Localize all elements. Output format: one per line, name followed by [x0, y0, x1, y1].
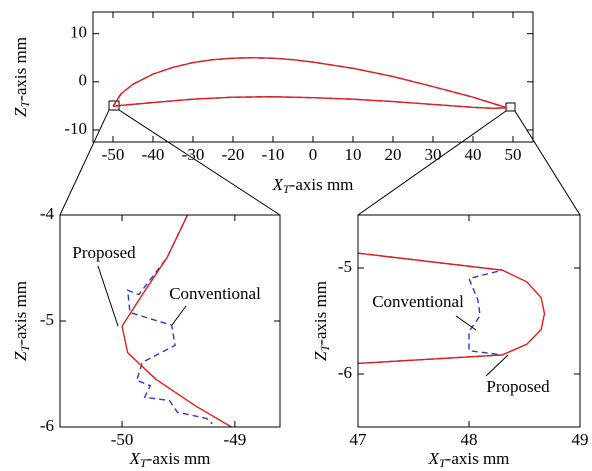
axis-label-text: -axis mm	[147, 449, 211, 468]
y-tick-label: 0	[79, 71, 88, 90]
x-tick-label: -50	[102, 145, 125, 164]
y-tick-label: -6	[40, 416, 54, 435]
x-tick-label: 20	[385, 145, 402, 164]
axis-label-subscript: T	[318, 343, 332, 351]
data-line	[112, 57, 508, 110]
data-line	[126, 215, 213, 425]
axis-label-text: -axis mm	[290, 175, 354, 194]
zoom-connector	[59, 109, 110, 216]
axis-label: ZT-axis mm	[11, 37, 32, 117]
annotation-leader	[171, 305, 187, 326]
zoom-connector	[357, 110, 507, 216]
axis-label-subscript: T	[283, 182, 291, 196]
annotation-leader	[485, 354, 509, 377]
axis-label-symbol: X	[428, 449, 440, 468]
x-tick-label: 47	[350, 430, 368, 449]
zoom-box	[505, 102, 516, 112]
x-tick-label: 49	[572, 430, 589, 449]
axis-label: ZT-axis mm	[311, 281, 332, 361]
axis-label-subscript: T	[439, 456, 447, 470]
plot-frame	[59, 214, 281, 428]
axis-label-text: -axis mm	[311, 281, 330, 345]
axis-label-subscript: T	[18, 343, 32, 351]
x-tick-label: 48	[461, 430, 478, 449]
axis-label-subscript: T	[140, 456, 148, 470]
axis-label-text: -axis mm	[446, 449, 510, 468]
axis-label: XT-axis mm	[129, 449, 211, 470]
annotation: Proposed	[72, 243, 136, 262]
x-tick-label: -50	[111, 430, 134, 449]
x-tick-label: 50	[505, 145, 522, 164]
x-tick-label: 30	[425, 145, 442, 164]
plot-frame	[92, 11, 534, 143]
y-tick-label: -10	[64, 119, 87, 138]
annotation-leader	[455, 315, 477, 331]
annotation: Proposed	[486, 377, 550, 396]
data-line	[121, 215, 232, 427]
x-tick-label: -10	[262, 145, 285, 164]
axis-label-symbol: X	[272, 175, 284, 194]
axis-label-symbol: Z	[11, 107, 30, 117]
axis-label-symbol: Z	[311, 351, 330, 361]
axis-label-subscript: T	[18, 99, 32, 107]
data-line	[358, 252, 546, 365]
y-tick-label: -4	[40, 204, 55, 223]
annotation: Conventional	[169, 284, 261, 303]
y-tick-label: -6	[338, 363, 352, 382]
zoom-connector	[118, 109, 281, 216]
x-tick-label: 0	[309, 145, 318, 164]
y-tick-label: 10	[70, 23, 87, 42]
x-tick-label: -40	[142, 145, 165, 164]
zoom-markers	[59, 100, 581, 216]
zoom-connector	[514, 110, 581, 216]
axis-label: XT-axis mm	[272, 175, 354, 196]
x-tick-label: -20	[222, 145, 245, 164]
axis-label-text: -axis mm	[11, 37, 30, 101]
x-tick-label: 10	[345, 145, 362, 164]
axis-label: XT-axis mm	[428, 449, 510, 470]
plot-frame	[357, 214, 581, 428]
y-tick-label: -5	[40, 310, 54, 329]
axis-label: ZT-axis mm	[11, 281, 32, 361]
x-tick-label: -49	[224, 430, 247, 449]
axis-label-symbol: X	[129, 449, 141, 468]
axis-label-text: -axis mm	[11, 281, 30, 345]
annotation-leader	[97, 265, 119, 327]
y-tick-label: -5	[338, 257, 352, 276]
x-tick-label: -30	[182, 145, 205, 164]
x-tick-label: 40	[465, 145, 482, 164]
axis-label-symbol: Z	[11, 351, 30, 361]
annotation: Conventional	[372, 292, 464, 311]
